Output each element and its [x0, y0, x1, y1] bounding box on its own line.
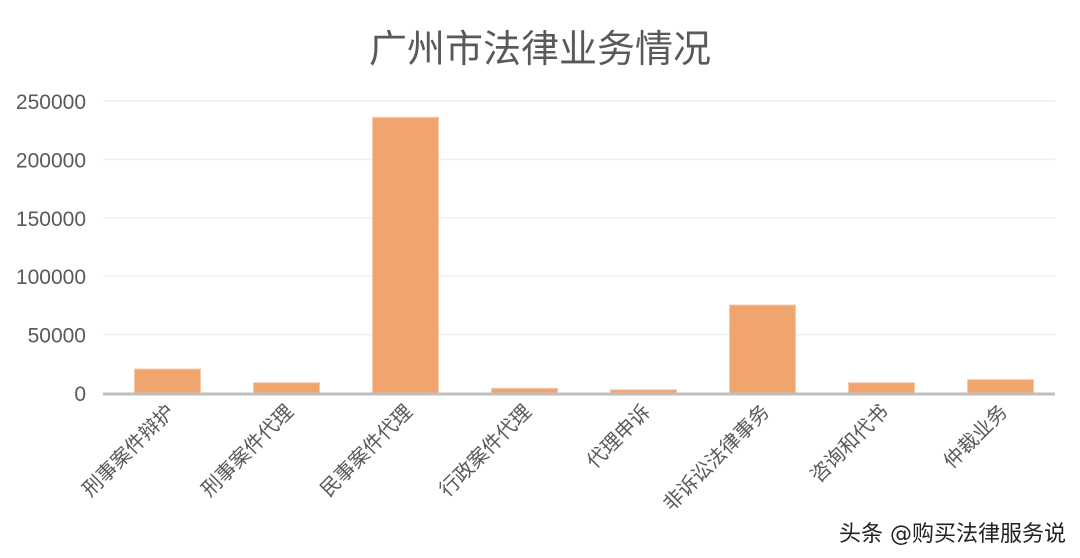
- x-tick-label: 咨询和代书: [805, 400, 893, 488]
- x-tick-label: 行政案件代理: [434, 400, 536, 502]
- x-tick-label: 刑事案件辩护: [77, 400, 179, 502]
- bar: [372, 116, 439, 394]
- x-tick-label: 民事案件代理: [315, 400, 417, 502]
- x-tick-label: 仲裁业务: [938, 400, 1012, 474]
- y-tick-label: 150000: [16, 208, 86, 231]
- y-tick-label: 200000: [16, 149, 86, 172]
- bar: [848, 382, 915, 394]
- y-tick-label: 250000: [16, 91, 86, 114]
- x-tick-label: 刑事案件代理: [196, 400, 298, 502]
- bar: [729, 304, 796, 394]
- watermark: 头条 @购买法律服务说: [839, 522, 1066, 547]
- y-tick-label: 0: [74, 383, 86, 406]
- x-tick-label: 代理申诉: [581, 400, 655, 474]
- y-tick-label: 100000: [16, 266, 86, 289]
- y-tick-label: 50000: [28, 325, 86, 348]
- x-tick-label: 非诉讼法律事务: [658, 400, 774, 516]
- bar: [253, 382, 320, 394]
- bar: [967, 379, 1034, 394]
- chart-title: 广州市法律业务情况: [368, 27, 711, 71]
- bar: [134, 368, 201, 394]
- bar: [491, 387, 558, 394]
